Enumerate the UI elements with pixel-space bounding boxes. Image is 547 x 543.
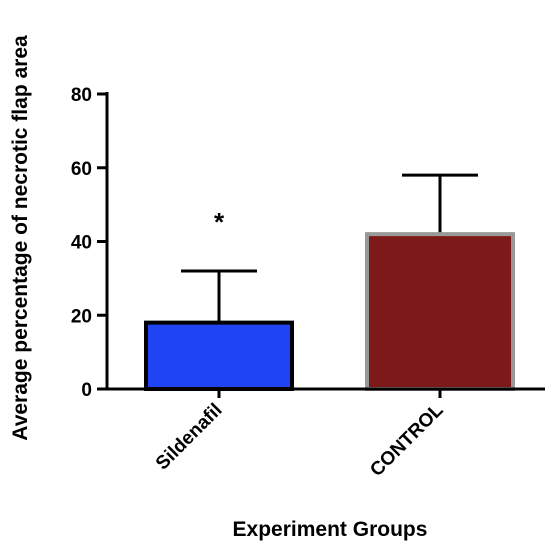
x-tick-label: Sildenafil bbox=[152, 400, 227, 475]
x-tick-label: CONTROL bbox=[366, 399, 448, 481]
y-ticks: 0 20 40 60 80 bbox=[71, 85, 107, 401]
y-tick-label: 80 bbox=[71, 85, 92, 106]
y-tick-label: 20 bbox=[71, 306, 92, 327]
significance-asterisk: * bbox=[214, 207, 225, 237]
bar-control bbox=[365, 232, 515, 391]
annotations: * bbox=[214, 207, 225, 237]
bars bbox=[144, 232, 515, 391]
y-tick-label: 60 bbox=[71, 159, 92, 180]
y-tick-label: 0 bbox=[81, 380, 92, 401]
error-bars bbox=[181, 173, 478, 323]
x-axis-title: Experiment Groups bbox=[233, 518, 428, 541]
y-axis-title: Average percentage of necrotic flap area bbox=[9, 35, 32, 441]
bar-sildenafil bbox=[144, 320, 294, 391]
x-categories: Sildenafil CONTROL bbox=[152, 389, 448, 481]
y-tick-label: 40 bbox=[71, 233, 92, 254]
